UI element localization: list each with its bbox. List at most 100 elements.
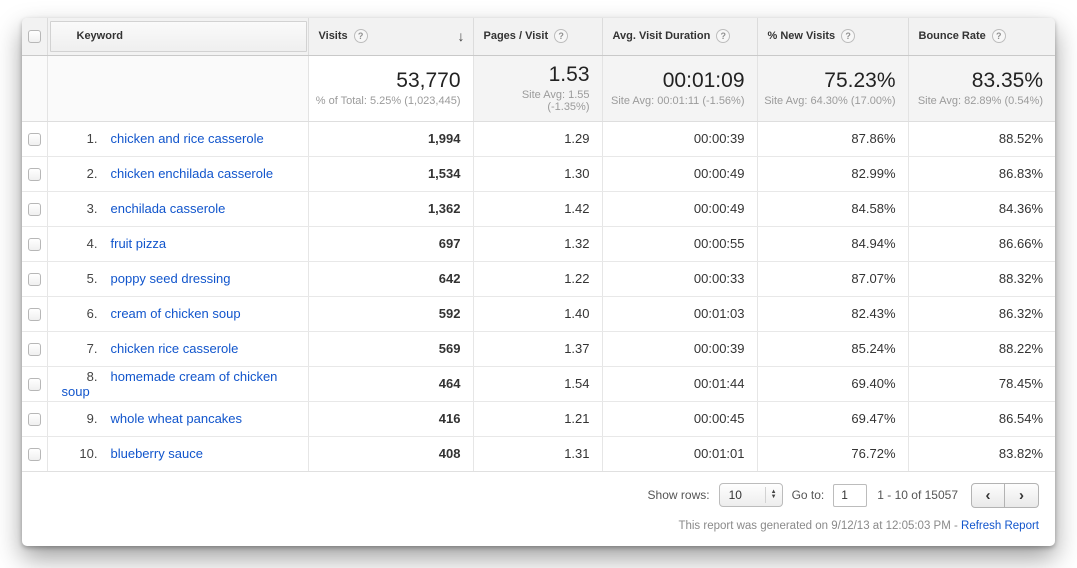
keyword-link[interactable]: fruit pizza	[110, 236, 167, 252]
report-generated-line: This report was generated on 9/12/13 at …	[22, 508, 1055, 546]
column-label-keyword: Keyword	[76, 30, 123, 43]
help-icon[interactable]: ?	[991, 29, 1006, 44]
next-page-button[interactable]: ›	[1005, 482, 1039, 508]
row-checkbox[interactable]	[27, 308, 41, 322]
summary-visits-subtext: % of Total: 5.25% (1,023,445)	[315, 94, 461, 107]
goto-page-input[interactable]	[833, 483, 868, 507]
keyword-link[interactable]: poppy seed dressing	[110, 271, 231, 287]
show-rows-value: 10	[728, 488, 742, 503]
row-checkbox[interactable]	[27, 343, 41, 357]
table-header-row: Keyword Visits ? ↓ Pages / Visit ?	[22, 18, 1055, 56]
select-all-checkbox[interactable]	[27, 29, 41, 43]
pages-visit-value: 1.22	[473, 261, 603, 297]
table-row: 5. poppy seed dressing 642 1.22 00:00:33 …	[22, 261, 1055, 297]
summary-new-visits-value: 75.23%	[824, 68, 896, 92]
keyword-link[interactable]: chicken rice casserole	[110, 341, 239, 357]
row-index: 2.	[86, 166, 98, 182]
previous-page-button[interactable]: ‹	[971, 482, 1005, 508]
row-checkbox[interactable]	[27, 238, 41, 252]
bounce-rate-value: 83.82%	[908, 436, 1055, 472]
help-icon[interactable]: ?	[554, 29, 569, 44]
row-index: 6.	[86, 306, 98, 322]
pages-visit-value: 1.42	[473, 191, 603, 227]
row-checkbox[interactable]	[27, 413, 41, 427]
keyword-link[interactable]: chicken and rice casserole	[110, 131, 264, 147]
help-icon[interactable]: ?	[841, 29, 856, 44]
summary-avg-visit-duration: 00:01:09 Site Avg: 00:01:11 (-1.56%)	[602, 55, 758, 122]
chevron-left-icon: ‹	[985, 486, 991, 504]
bounce-rate-value: 86.83%	[908, 156, 1055, 192]
table-row: 7. chicken rice casserole 569 1.37 00:00:…	[22, 331, 1055, 367]
summary-bounce-rate: 83.35% Site Avg: 82.89% (0.54%)	[908, 55, 1055, 122]
pages-visit-value: 1.37	[473, 331, 603, 367]
pages-visit-value: 1.21	[473, 401, 603, 437]
avg-visit-duration-value: 00:00:39	[602, 121, 758, 157]
row-checkbox[interactable]	[27, 378, 41, 392]
row-checkbox[interactable]	[27, 168, 41, 182]
keyword-link[interactable]: chicken enchilada casserole	[110, 166, 274, 182]
keyword-link[interactable]: whole wheat pancakes	[110, 411, 243, 427]
keywords-report-table: Keyword Visits ? ↓ Pages / Visit ?	[22, 18, 1055, 472]
keyword-link[interactable]: homemade cream of chicken soup	[61, 368, 278, 399]
visits-value: 1,534	[308, 156, 474, 192]
row-range-label: 1 - 10 of 15057	[877, 488, 958, 503]
column-header-keyword[interactable]: Keyword	[47, 18, 309, 56]
row-index: 3.	[86, 201, 98, 217]
visits-value: 569	[308, 331, 474, 367]
keyword-link[interactable]: blueberry sauce	[110, 446, 204, 462]
keyword-link[interactable]: enchilada casserole	[110, 201, 226, 217]
column-label-new-visits: % New Visits	[767, 30, 836, 43]
avg-visit-duration-value: 00:00:49	[602, 191, 758, 227]
column-header-new-visits[interactable]: % New Visits ?	[757, 18, 909, 56]
table-row: 3. enchilada casserole 1,362 1.42 00:00:4…	[22, 191, 1055, 227]
keyword-dimension-button[interactable]: Keyword	[49, 20, 307, 52]
totals-summary-row: 53,770 % of Total: 5.25% (1,023,445) 1.5…	[22, 55, 1055, 122]
avg-visit-duration-value: 00:00:33	[602, 261, 758, 297]
summary-bounce-value: 83.35%	[971, 68, 1043, 92]
avg-visit-duration-value: 00:01:01	[602, 436, 758, 472]
avg-visit-duration-value: 00:00:49	[602, 156, 758, 192]
help-icon[interactable]: ?	[716, 29, 731, 44]
refresh-report-link[interactable]: Refresh Report	[961, 519, 1039, 532]
table-row: 1. chicken and rice casserole 1,994 1.29 …	[22, 121, 1055, 157]
column-label-avg-visit-duration: Avg. Visit Duration	[612, 30, 711, 43]
row-index: 9.	[86, 411, 98, 427]
avg-visit-duration-value: 00:00:39	[602, 331, 758, 367]
summary-pages-subtext: Site Avg: 1.55 (-1.35%)	[521, 88, 590, 113]
column-label-visits: Visits	[318, 30, 348, 43]
show-rows-select[interactable]: 10 ▲ ▼	[718, 483, 783, 508]
visits-value: 416	[308, 401, 474, 437]
row-index: 1.	[86, 131, 98, 147]
row-checkbox[interactable]	[27, 448, 41, 462]
row-index: 8.	[86, 368, 98, 384]
visits-value: 1,362	[308, 191, 474, 227]
summary-new-visits: 75.23% Site Avg: 64.30% (17.00%)	[757, 55, 909, 122]
table-row: 8. homemade cream of chicken soup 464 1.5…	[22, 366, 1055, 402]
help-icon[interactable]: ?	[353, 29, 368, 44]
new-visits-value: 76.72%	[757, 436, 909, 472]
column-label-bounce-rate: Bounce Rate	[918, 30, 986, 43]
row-index: 4.	[86, 236, 98, 252]
new-visits-value: 82.99%	[757, 156, 909, 192]
column-header-visits[interactable]: Visits ? ↓	[308, 18, 474, 56]
row-checkbox[interactable]	[27, 203, 41, 217]
summary-pages-visit: 1.53 Site Avg: 1.55 (-1.35%)	[473, 55, 603, 122]
summary-new-visits-subtext: Site Avg: 64.30% (17.00%)	[764, 94, 896, 107]
row-checkbox[interactable]	[27, 273, 41, 287]
stepper-icon: ▲ ▼	[764, 487, 782, 504]
show-rows-label: Show rows:	[647, 488, 710, 503]
row-checkbox[interactable]	[27, 133, 41, 147]
bounce-rate-value: 86.32%	[908, 296, 1055, 332]
generated-text: This report was generated on 9/12/13 at …	[678, 519, 962, 532]
visits-value: 408	[308, 436, 474, 472]
avg-visit-duration-value: 00:00:45	[602, 401, 758, 437]
column-header-pages-visit[interactable]: Pages / Visit ?	[473, 18, 603, 56]
bounce-rate-value: 88.52%	[908, 121, 1055, 157]
column-header-avg-visit-duration[interactable]: Avg. Visit Duration ?	[602, 18, 758, 56]
keyword-link[interactable]: cream of chicken soup	[110, 306, 241, 322]
new-visits-value: 82.43%	[757, 296, 909, 332]
column-header-bounce-rate[interactable]: Bounce Rate ?	[908, 18, 1055, 56]
chevron-right-icon: ›	[1019, 486, 1024, 504]
pages-visit-value: 1.54	[473, 366, 603, 402]
pagination-bar: Show rows: 10 ▲ ▼ Go to: 1 - 10 of 15057…	[22, 472, 1055, 508]
